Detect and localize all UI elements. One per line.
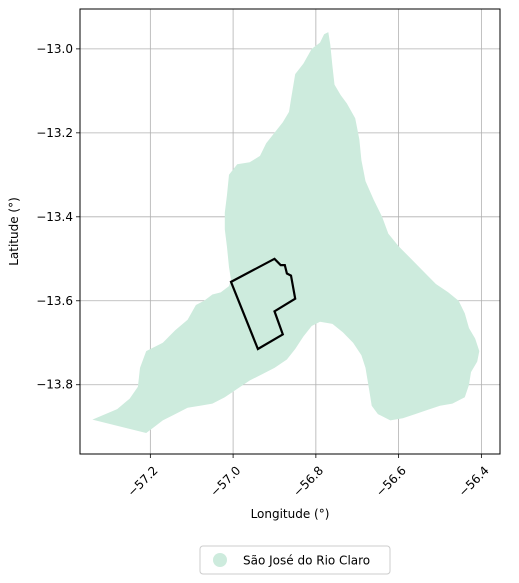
plot-frame	[79, 8, 501, 455]
region-polygon	[92, 32, 480, 433]
ticks-layer	[76, 48, 482, 458]
x-axis-label: Longitude (°)	[251, 507, 330, 521]
x-tick-label: −56.4	[456, 463, 492, 499]
legend-label: São José do Rio Claro	[243, 554, 370, 568]
outline-layer	[229, 257, 297, 351]
legend-box	[199, 545, 391, 575]
outline-polygon	[229, 257, 297, 351]
y-tick-label: −13.8	[36, 378, 73, 392]
region-layer	[92, 32, 480, 433]
legend: São José do Rio Claro	[199, 545, 391, 575]
x-tick-label: −56.8	[290, 463, 326, 499]
x-tick-label: −56.6	[373, 463, 409, 499]
y-tick-label: −13.0	[36, 42, 73, 56]
y-tick-label: −13.4	[36, 210, 73, 224]
x-tick-label: −57.2	[125, 463, 161, 499]
y-axis-label: Latitude (°)	[7, 197, 21, 266]
y-tick-label: −13.6	[36, 294, 73, 308]
y-tick-label: −13.2	[36, 126, 73, 140]
legend-marker	[213, 553, 227, 567]
x-tick-label: −57.0	[208, 463, 244, 499]
